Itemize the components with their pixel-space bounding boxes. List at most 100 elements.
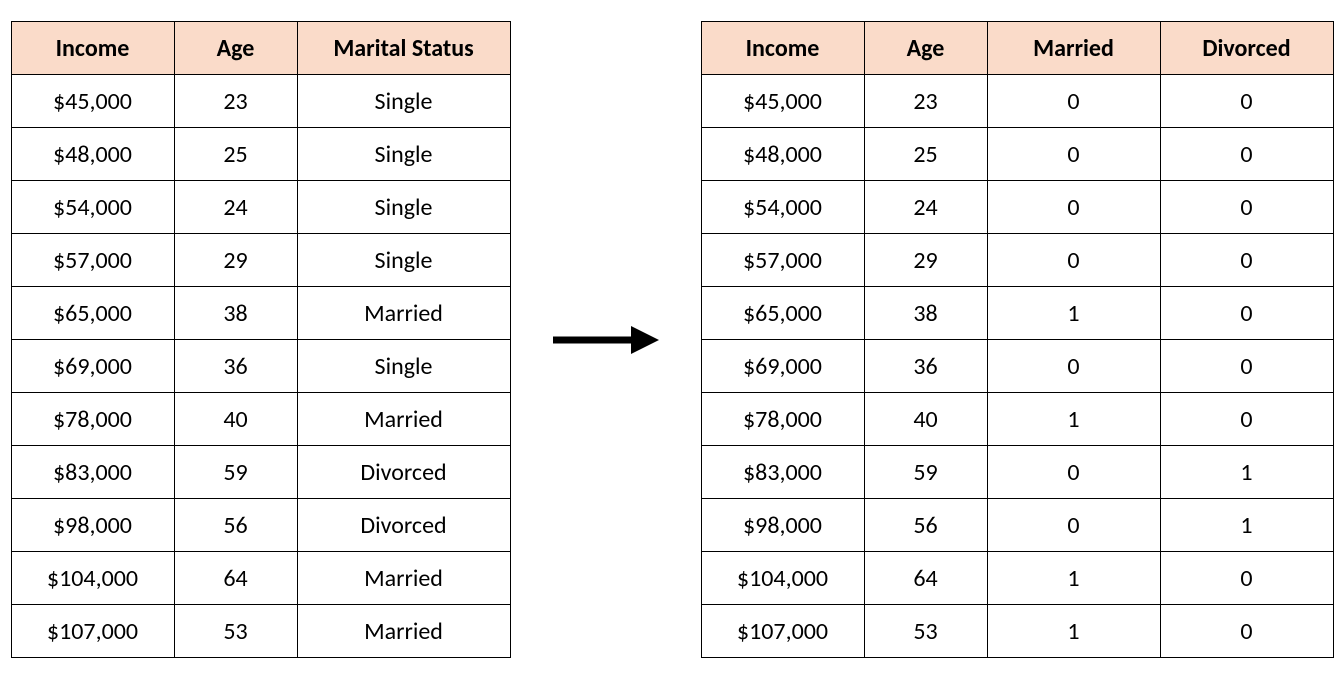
cell-marital: Married [297, 552, 510, 605]
cell-age: 29 [174, 234, 297, 287]
cell-divorced: 0 [1160, 234, 1333, 287]
cell-income: $78,000 [701, 393, 864, 446]
cell-divorced: 0 [1160, 287, 1333, 340]
cell-marital: Divorced [297, 499, 510, 552]
cell-income: $57,000 [11, 234, 174, 287]
cell-marital: Divorced [297, 446, 510, 499]
cell-age: 59 [864, 446, 987, 499]
table-row: $78,00040Married [11, 393, 510, 446]
cell-marital: Married [297, 605, 510, 658]
cell-income: $54,000 [11, 181, 174, 234]
left-table-body: $45,00023Single $48,00025Single $54,0002… [11, 75, 510, 658]
col-age: Age [174, 22, 297, 75]
comparison-container: Income Age Marital Status $45,00023Singl… [11, 21, 1334, 658]
table-row: $57,0002900 [701, 234, 1333, 287]
table-header-row: Income Age Married Divorced [701, 22, 1333, 75]
table-row: $104,00064Married [11, 552, 510, 605]
table-row: $65,00038Married [11, 287, 510, 340]
cell-age: 64 [864, 552, 987, 605]
table-row: $48,00025Single [11, 128, 510, 181]
table-row: $107,00053Married [11, 605, 510, 658]
cell-income: $45,000 [701, 75, 864, 128]
cell-married: 0 [987, 340, 1160, 393]
cell-marital: Married [297, 287, 510, 340]
cell-income: $57,000 [701, 234, 864, 287]
cell-age: 25 [174, 128, 297, 181]
cell-income: $69,000 [11, 340, 174, 393]
cell-age: 23 [864, 75, 987, 128]
cell-married: 1 [987, 605, 1160, 658]
cell-age: 38 [864, 287, 987, 340]
cell-age: 40 [174, 393, 297, 446]
cell-income: $65,000 [701, 287, 864, 340]
cell-income: $107,000 [701, 605, 864, 658]
cell-married: 0 [987, 446, 1160, 499]
cell-income: $48,000 [11, 128, 174, 181]
cell-age: 56 [864, 499, 987, 552]
cell-marital: Single [297, 128, 510, 181]
cell-age: 36 [174, 340, 297, 393]
col-marital: Marital Status [297, 22, 510, 75]
cell-marital: Single [297, 340, 510, 393]
cell-divorced: 0 [1160, 340, 1333, 393]
cell-income: $107,000 [11, 605, 174, 658]
cell-age: 29 [864, 234, 987, 287]
col-age: Age [864, 22, 987, 75]
table-header-row: Income Age Marital Status [11, 22, 510, 75]
right-table: Income Age Married Divorced $45,0002300 … [701, 21, 1334, 658]
table-row: $57,00029Single [11, 234, 510, 287]
table-row: $83,00059Divorced [11, 446, 510, 499]
table-row: $83,0005901 [701, 446, 1333, 499]
cell-income: $104,000 [701, 552, 864, 605]
cell-age: 23 [174, 75, 297, 128]
cell-married: 0 [987, 234, 1160, 287]
cell-divorced: 0 [1160, 75, 1333, 128]
cell-marital: Single [297, 181, 510, 234]
table-row: $98,0005601 [701, 499, 1333, 552]
table-row: $54,00024Single [11, 181, 510, 234]
cell-income: $83,000 [11, 446, 174, 499]
cell-marital: Married [297, 393, 510, 446]
table-row: $69,00036Single [11, 340, 510, 393]
cell-income: $78,000 [11, 393, 174, 446]
cell-age: 56 [174, 499, 297, 552]
cell-age: 25 [864, 128, 987, 181]
table-row: $48,0002500 [701, 128, 1333, 181]
table-row: $45,00023Single [11, 75, 510, 128]
table-row: $69,0003600 [701, 340, 1333, 393]
cell-age: 24 [864, 181, 987, 234]
arrow-right-icon [551, 322, 661, 358]
col-income: Income [11, 22, 174, 75]
table-row: $65,0003810 [701, 287, 1333, 340]
cell-divorced: 1 [1160, 446, 1333, 499]
table-row: $45,0002300 [701, 75, 1333, 128]
table-row: $78,0004010 [701, 393, 1333, 446]
transform-arrow [551, 322, 661, 358]
cell-married: 1 [987, 287, 1160, 340]
left-table-head: Income Age Marital Status [11, 22, 510, 75]
col-married: Married [987, 22, 1160, 75]
cell-age: 40 [864, 393, 987, 446]
cell-married: 0 [987, 128, 1160, 181]
cell-income: $69,000 [701, 340, 864, 393]
left-table: Income Age Marital Status $45,00023Singl… [11, 21, 511, 658]
cell-married: 0 [987, 75, 1160, 128]
cell-divorced: 0 [1160, 181, 1333, 234]
cell-divorced: 1 [1160, 499, 1333, 552]
cell-age: 59 [174, 446, 297, 499]
table-row: $98,00056Divorced [11, 499, 510, 552]
cell-age: 38 [174, 287, 297, 340]
cell-age: 53 [174, 605, 297, 658]
cell-age: 64 [174, 552, 297, 605]
table-row: $107,0005310 [701, 605, 1333, 658]
col-divorced: Divorced [1160, 22, 1333, 75]
cell-married: 0 [987, 181, 1160, 234]
cell-income: $104,000 [11, 552, 174, 605]
table-row: $104,0006410 [701, 552, 1333, 605]
cell-income: $45,000 [11, 75, 174, 128]
col-income: Income [701, 22, 864, 75]
cell-married: 0 [987, 499, 1160, 552]
cell-marital: Single [297, 75, 510, 128]
cell-income: $83,000 [701, 446, 864, 499]
cell-marital: Single [297, 234, 510, 287]
